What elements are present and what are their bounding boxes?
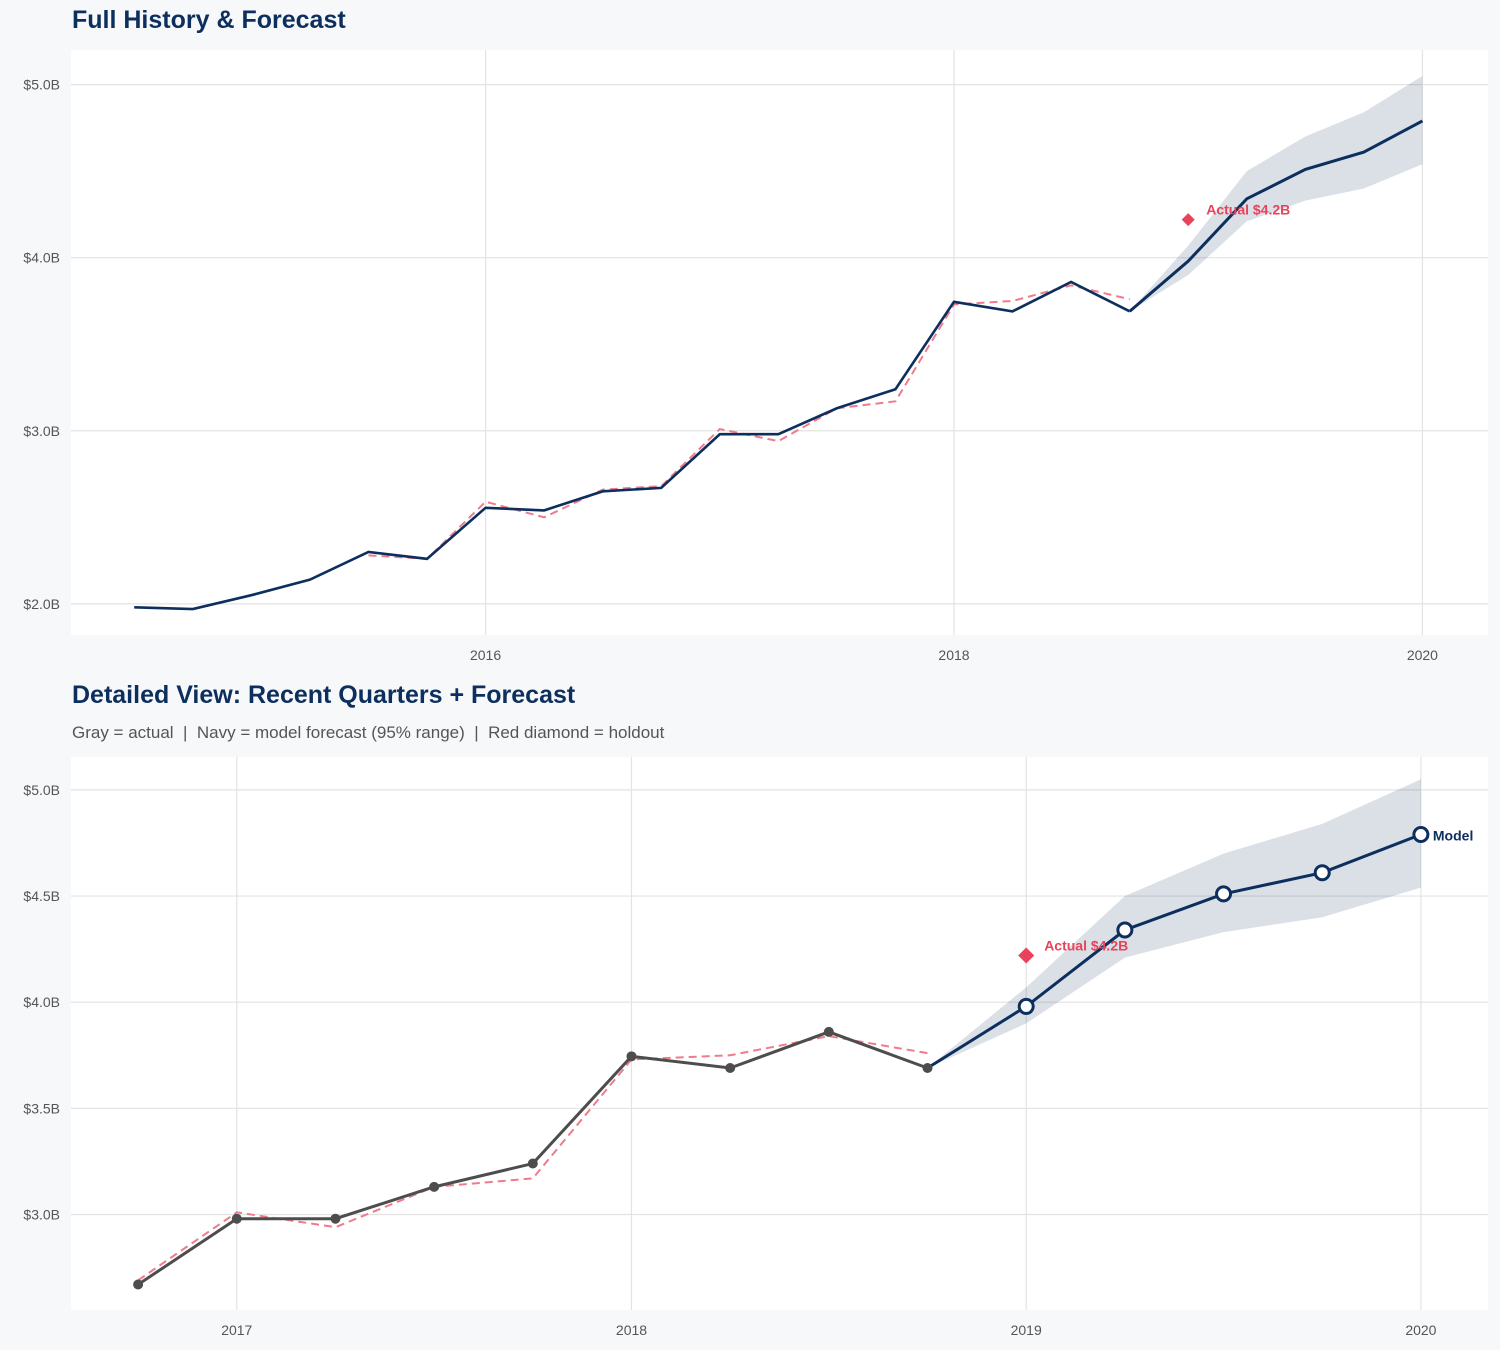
y-tick-label: $3.0B [23,1206,60,1222]
actual-point [626,1051,637,1062]
forecast-line [926,833,1422,1070]
y-tick-label: $4.5B [23,888,60,904]
y-tick-label: $3.0B [23,423,60,439]
x-tick-label: 2018 [938,647,969,663]
x-tick-label: 2017 [221,1322,252,1338]
actual-line [134,280,1131,611]
forecast-point [1116,921,1134,939]
y-tick-label: $5.0B [23,77,60,93]
actual-point [429,1181,440,1192]
holdout-diamond [1181,213,1195,227]
forecast-point [1313,864,1331,882]
y-tick-label: $4.0B [23,994,60,1010]
x-tick-label: 2020 [1407,647,1438,663]
actual-point [922,1062,933,1073]
x-tick-label: 2016 [470,647,501,663]
forecast-point [1017,997,1035,1015]
actual-point [823,1026,834,1037]
forecast-point [1215,885,1233,903]
chart-1-title: Full History & Forecast [72,6,346,34]
forecast-point [1412,825,1430,843]
actual-point [133,1279,144,1290]
x-tick-label: 2019 [1011,1322,1042,1338]
chart-2-title: Detailed View: Recent Quarters + Forecas… [72,681,576,709]
actual-point [231,1213,242,1224]
actual-point [725,1062,736,1073]
model-label: Model [1433,827,1473,843]
holdout-label: Actual $4.2B [1044,937,1128,953]
holdout-label: Actual $4.2B [1206,202,1290,218]
y-tick-label: $5.0B [23,782,60,798]
holdout-diamond [1018,947,1035,964]
y-tick-label: $4.0B [23,250,60,266]
chart-1-plot: $2.0B $3.0B $4.0B $5.0B 2016 2018 2020 Actual $… [23,50,1488,663]
x-tick-label: 2018 [616,1322,647,1338]
forecast-line [1128,119,1424,313]
y-tick-label: $2.0B [23,596,60,612]
x-tick-label: 2020 [1405,1322,1436,1338]
y-tick-label: $3.5B [23,1100,60,1116]
forecast-95-band [1129,75,1423,312]
forecast-95-band [927,779,1421,1068]
plot-area [71,50,1488,635]
actual-point [330,1213,341,1224]
actual-point [527,1158,538,1169]
chart-2-subtitle: Gray = actual | Navy = model forecast (9… [72,723,665,742]
